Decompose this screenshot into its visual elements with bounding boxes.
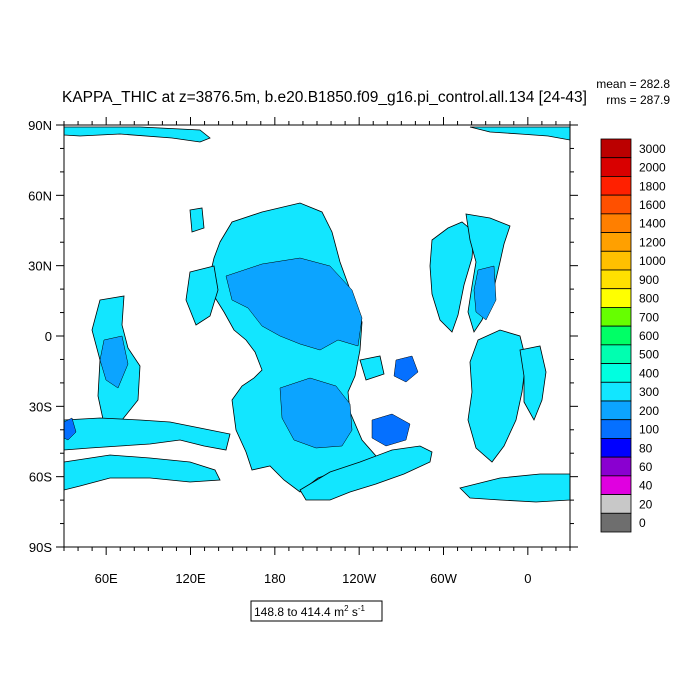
colorbar-swatch	[600, 381, 632, 402]
colorbar-label: 600	[639, 329, 659, 343]
colorbar-label: 20	[639, 497, 653, 511]
ocean-region-arctic-east	[469, 126, 570, 141]
colorbar: 3000200018001600140012001000900800700600…	[600, 138, 666, 533]
colorbar-label: 1200	[639, 235, 666, 249]
lat-label: 30N	[28, 259, 52, 274]
map-panel: 90N 60N 30N 0 30S 60S 90S 60E 120E 180 120W 60W 0	[28, 117, 578, 586]
lat-label: 90N	[28, 118, 52, 133]
colorbar-swatch	[600, 512, 632, 533]
range-text-main: 148.8 to 414.4 m	[254, 605, 344, 619]
lon-label: 0	[524, 571, 531, 586]
colorbar-label: 80	[639, 441, 653, 455]
colorbar-label: 300	[639, 385, 659, 399]
ocean-region-atlantic-southern	[459, 473, 570, 503]
colorbar-swatch	[600, 419, 632, 439]
colorbar-label: 800	[639, 292, 659, 306]
lat-label: 0	[45, 329, 52, 344]
ocean-region-deepest-equator	[393, 355, 419, 383]
ocean-region-atlantic-south	[467, 329, 527, 463]
ocean-region-deepest-west	[64, 417, 77, 441]
ocean-region-atlantic-southeast	[519, 345, 547, 421]
colorbar-label: 400	[639, 366, 659, 380]
colorbar-swatch	[600, 400, 632, 421]
ocean-region-atlantic-north	[429, 221, 475, 333]
colorbar-label: 1600	[639, 198, 666, 212]
range-text-mid: s	[349, 605, 358, 619]
range-box: 148.8 to 414.4 m2 s-1	[250, 600, 383, 622]
ocean-region-small-north-pacific	[189, 207, 205, 233]
lat-label: 90S	[29, 540, 52, 555]
ocean-region-arctic-west	[64, 126, 211, 143]
colorbar-swatch	[600, 456, 632, 477]
mean-stat: mean = 282.8	[596, 77, 670, 91]
ocean-region-indian-central	[185, 265, 219, 326]
range-text-sup1: 2	[344, 604, 349, 613]
colorbar-label: 60	[639, 460, 653, 474]
latitude-labels: 90N 60N 30N 0 30S 60S 90S	[28, 118, 52, 555]
colorbar-label: 40	[639, 479, 653, 493]
plot-title: KAPPA_THIC at z=3876.5m, b.e20.B1850.f09…	[62, 89, 587, 106]
colorbar-swatch	[600, 138, 632, 159]
map-ticks	[56, 117, 578, 555]
lon-label: 180	[264, 571, 286, 586]
colorbar-label: 200	[639, 404, 659, 418]
colorbar-label: 1400	[639, 217, 666, 231]
lat-label: 60S	[29, 470, 52, 485]
ocean-region-deepest-south-pacific	[371, 413, 411, 447]
colorbar-swatch	[600, 307, 632, 327]
colorbar-label: 900	[639, 273, 659, 287]
ocean-region-southern-west-lower	[64, 454, 221, 491]
ocean-region-deep-atlantic	[473, 265, 497, 321]
rms-stat: rms = 287.9	[606, 93, 670, 107]
colorbar-swatch	[600, 269, 632, 290]
colorbar-label: 100	[639, 423, 659, 437]
colorbar-swatch	[600, 250, 632, 271]
colorbar-label: 1000	[639, 254, 666, 268]
colorbar-swatch	[600, 438, 632, 458]
colorbar-label: 500	[639, 348, 659, 362]
range-text-sup2: -1	[358, 604, 366, 613]
colorbar-label: 700	[639, 310, 659, 324]
colorbar-swatch	[600, 213, 632, 233]
colorbar-swatch	[600, 475, 632, 495]
lon-label: 120E	[175, 571, 206, 586]
ocean-region-deep-pacific-south	[279, 377, 353, 449]
ocean-region-southern-east	[299, 445, 433, 501]
colorbar-swatch	[600, 288, 632, 308]
lon-label: 60E	[95, 571, 118, 586]
lon-label: 120W	[342, 571, 377, 586]
ocean-field	[64, 126, 570, 503]
longitude-labels: 60E 120E 180 120W 60W 0	[95, 571, 532, 586]
colorbar-swatch	[600, 494, 632, 514]
ocean-region-deep-pacific	[225, 257, 363, 351]
colorbar-label: 1800	[639, 179, 666, 193]
colorbar-label: 3000	[639, 142, 666, 156]
colorbar-label: 0	[639, 516, 646, 530]
range-text: 148.8 to 414.4 m2 s-1	[254, 604, 366, 619]
lat-label: 60N	[28, 188, 52, 203]
colorbar-swatch	[600, 363, 632, 383]
colorbar-swatch	[600, 232, 632, 252]
lon-label: 60W	[430, 571, 457, 586]
ocean-region-small-equator-east	[359, 355, 385, 381]
lat-label: 30S	[29, 399, 52, 414]
colorbar-swatch	[600, 176, 632, 196]
colorbar-swatch	[600, 325, 632, 346]
colorbar-label: 2000	[639, 161, 666, 175]
range-box-frame	[250, 600, 383, 622]
ocean-region-southern-west	[64, 417, 231, 451]
ocean-region-deep-indian	[99, 335, 129, 389]
colorbar-swatch	[600, 157, 632, 177]
colorbar-swatch	[600, 194, 632, 215]
colorbar-swatch	[600, 344, 632, 364]
